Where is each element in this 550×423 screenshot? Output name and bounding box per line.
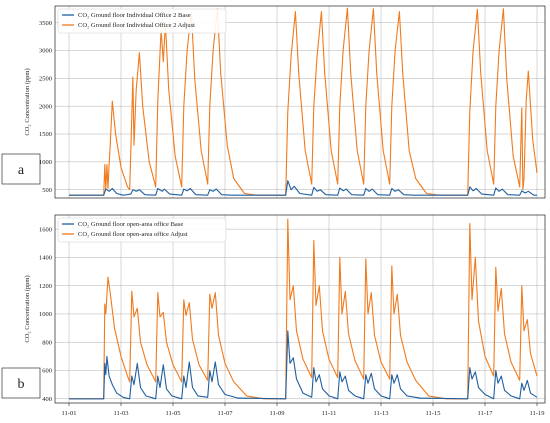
panel-label: b	[18, 377, 25, 392]
legend: CO₂ Ground floor Individual Office 2 Bas…	[57, 8, 227, 34]
series-line-base	[69, 180, 537, 196]
legend-label-adjust: CO₂ Ground floor open-area office Adjust	[78, 231, 188, 238]
legend: CO₂ Ground floor open-area office Base CO…	[57, 217, 227, 243]
y-tick-label: 800	[42, 339, 52, 346]
y-tick-label: 2000	[39, 103, 52, 110]
x-tick-label: 11-07	[218, 410, 234, 417]
series-line-base	[69, 330, 538, 400]
y-tick-label: 1000	[39, 311, 52, 318]
x-tick-label: 11-05	[166, 410, 181, 417]
y-tick-label: 1200	[39, 283, 52, 290]
y-tick-label: 400	[42, 396, 52, 403]
y-tick-label: 600	[42, 368, 52, 375]
y-axis-label: CO₂ Concentration (ppm)	[24, 68, 31, 135]
plot-frame	[54, 5, 546, 199]
x-tick-label: 11-11	[322, 410, 337, 417]
panel-label-box	[1, 153, 41, 185]
panel-label-box	[1, 367, 41, 399]
y-tick-label: 2500	[39, 76, 52, 83]
x-tick-label: 11-03	[114, 410, 129, 417]
x-tick-label: 11-17	[478, 410, 494, 417]
legend-label-base: CO₂ Ground floor Individual Office 2 Bas…	[78, 12, 191, 19]
legend-box	[57, 217, 227, 243]
legend-label-base: CO₂ Ground floor open-area office Base	[78, 221, 183, 228]
x-tick-label: 11-13	[374, 410, 389, 417]
series-line-adjust	[69, 7, 538, 196]
y-tick-label: 1500	[39, 131, 52, 138]
y-tick-label: 500	[42, 187, 52, 194]
legend-label-adjust: CO₂ Ground floor Individual Office 2 Adj…	[78, 22, 195, 29]
y-tick-label: 3000	[39, 48, 52, 55]
y-tick-label: 3500	[39, 20, 52, 27]
plot-frame	[54, 214, 546, 404]
panel-label: a	[18, 163, 25, 178]
x-tick-label: 11-19	[530, 410, 545, 417]
x-tick-label: 11-01	[62, 410, 77, 417]
series-line-adjust	[69, 218, 538, 400]
chart-panel-b: 400 600 800 1000 1200 1400 1600 11-01 11-03 11-05…	[1, 214, 546, 417]
y-tick-label: 1400	[39, 255, 52, 262]
y-tick-label: 1600	[39, 226, 52, 233]
y-tick-label: 1000	[39, 159, 52, 166]
chart-panel-a: 500 1000 1500 2000 2500 3000 3500 CO₂ Concentra…	[1, 5, 546, 199]
y-axis-label: CO₂ Concentration (ppm)	[24, 275, 31, 342]
legend-box	[57, 8, 227, 34]
x-tick-label: 11-09	[270, 410, 285, 417]
x-tick-label: 11-15	[426, 410, 441, 417]
